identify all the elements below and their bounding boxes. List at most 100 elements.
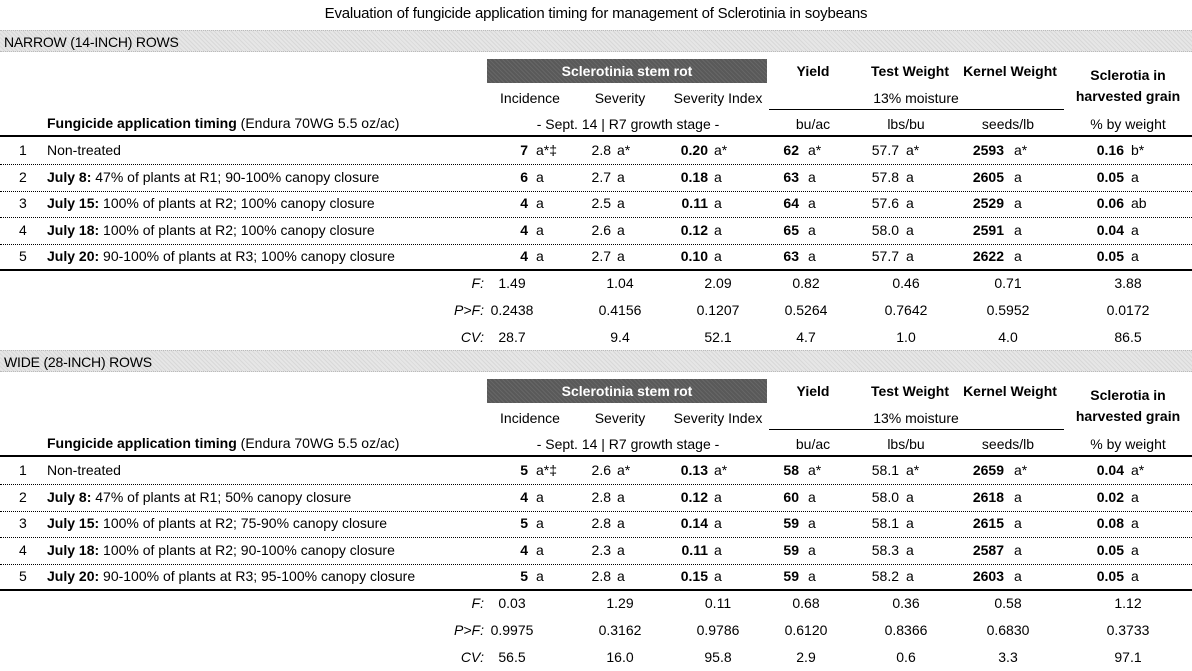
timing-date: July 18: [47, 221, 100, 238]
yield-value: 59 [783, 541, 799, 558]
incidence-letter: a*‡ [536, 142, 558, 158]
section-header-band: NARROW (14-INCH) ROWS [0, 30, 1192, 52]
severity-index-letter: a [714, 515, 722, 531]
test-weight-letter: a* [906, 462, 920, 478]
test-weight-letter: a [906, 248, 914, 264]
test-weight-letter: a [906, 541, 914, 558]
severity-letter: a [617, 568, 625, 584]
yield-value: 63 [783, 168, 799, 185]
test-weight-header: Test Weight [870, 63, 950, 79]
severity-value: 2.6 [591, 221, 611, 238]
severity-index-value: 0.11 [681, 541, 708, 558]
row-divider [0, 217, 1192, 218]
stat-label: F: [471, 275, 484, 291]
incidence-value: 5 [520, 462, 528, 478]
stat-severity-index: 0.11 [704, 595, 732, 611]
timing-cell: Non-treated [47, 462, 121, 478]
timing-cell: July 8: 47% of plants at R1; 50% canopy … [47, 489, 351, 505]
sclerotia-header-line2: harvested grain [1075, 408, 1181, 424]
severity-index-value: 0.12 [680, 221, 708, 238]
yield-header: Yield [796, 63, 830, 79]
timing-description: Non-treated [47, 142, 121, 158]
severity-index-value: 0.20 [680, 142, 708, 158]
stat-kernel-weight: 0.5952 [986, 302, 1030, 318]
sclerotia-value: 0.04 [1096, 221, 1124, 238]
incidence-letter: a [536, 568, 544, 584]
test-weight-value: 58.2 [871, 568, 899, 584]
timing-description: 47% of plants at R1; 90-100% canopy clos… [91, 168, 380, 185]
header-rule [0, 455, 1192, 457]
stat-label: CV: [460, 649, 484, 665]
moisture-underline [769, 109, 1064, 110]
test-weight-letter: a* [906, 142, 920, 158]
kernel-weight-value: 2591 [972, 221, 1004, 238]
kernel-weight-header: Kernel Weight [963, 383, 1057, 399]
stat-incidence: 56.5 [498, 649, 526, 665]
yield-letter: a* [808, 142, 822, 158]
sclerotia-unit: % by weight [1090, 436, 1166, 452]
sclerotia-header-line1: Sclerotia in [1090, 387, 1166, 403]
timing-cell: July 15: 100% of plants at R2; 75-90% ca… [47, 515, 387, 531]
test-weight-unit: lbs/bu [887, 116, 925, 132]
stat-test-weight: 0.46 [892, 275, 920, 291]
stat-kernel-weight: 4.0 [998, 329, 1018, 345]
stat-incidence: 28.7 [498, 329, 526, 345]
ssr-column-group-header: Sclerotinia stem rot [487, 59, 767, 83]
row-divider [0, 537, 1192, 538]
severity-letter: a* [617, 142, 631, 158]
timing-date: July 8: [47, 488, 92, 505]
yield-letter: a [808, 541, 816, 558]
test-weight-value: 57.7 [871, 142, 899, 158]
yield-value: 59 [783, 515, 799, 531]
kernel-weight-value: 2603 [972, 568, 1004, 584]
stat-severity-index: 52.1 [704, 329, 732, 345]
test-weight-value: 58.3 [871, 541, 899, 558]
severity-letter: a [617, 541, 625, 558]
kernel-weight-letter: a [1014, 195, 1022, 211]
yield-letter: a [808, 248, 816, 264]
test-weight-letter: a [906, 488, 914, 505]
sclerotia-letter: a [1131, 568, 1139, 584]
kernel-weight-letter: a [1014, 515, 1022, 531]
yield-value: 59 [783, 568, 799, 584]
severity-letter: a* [617, 462, 631, 478]
severity-header: Severity [594, 410, 646, 426]
incidence-letter: a*‡ [536, 462, 558, 478]
timing-header-rest: (Endura 70WG 5.5 oz/ac) [236, 435, 400, 451]
severity-index-header: Severity Index [673, 90, 763, 106]
kernel-weight-value: 2587 [972, 541, 1004, 558]
stat-sclerotia: 86.5 [1114, 329, 1142, 345]
test-weight-value: 58.1 [871, 515, 899, 531]
test-weight-letter: a [906, 168, 914, 185]
stat-kernel-weight: 3.3 [998, 649, 1018, 665]
severity-index-letter: a [714, 221, 722, 238]
row-number: 2 [19, 488, 27, 505]
sclerotia-value: 0.04 [1096, 462, 1124, 478]
incidence-value: 4 [520, 488, 528, 505]
stat-yield: 0.5264 [784, 302, 828, 318]
sclerotia-header-line2: harvested grain [1075, 88, 1181, 104]
incidence-header: Incidence [500, 90, 560, 106]
severity-value: 2.8 [591, 515, 611, 531]
severity-index-letter: a [714, 248, 722, 264]
timing-date: July 20: [47, 568, 100, 584]
sclerotia-value: 0.16 [1096, 142, 1124, 158]
yield-header: Yield [796, 383, 830, 399]
moisture-header: 13% moisture [873, 90, 959, 106]
severity-header: Severity [594, 90, 646, 106]
stat-severity-index: 95.8 [704, 649, 732, 665]
severity-index-header: Severity Index [673, 410, 763, 426]
timing-header-bold: Fungicide application timing [47, 435, 237, 451]
incidence-value: 4 [520, 221, 528, 238]
timing-description: 100% of plants at R2; 75-90% canopy clos… [99, 515, 388, 531]
kernel-weight-letter: a [1014, 541, 1022, 558]
stat-severity: 0.3162 [598, 622, 642, 638]
timing-cell: July 8: 47% of plants at R1; 90-100% can… [47, 169, 379, 185]
test-weight-value: 57.8 [871, 168, 899, 185]
section-label: NARROW (14-INCH) ROWS [4, 34, 179, 50]
stat-label: F: [471, 595, 484, 611]
stat-severity: 0.4156 [598, 302, 642, 318]
sclerotia-value: 0.06 [1096, 195, 1124, 211]
severity-index-value: 0.11 [681, 195, 708, 211]
sclerotia-letter: a [1131, 515, 1139, 531]
